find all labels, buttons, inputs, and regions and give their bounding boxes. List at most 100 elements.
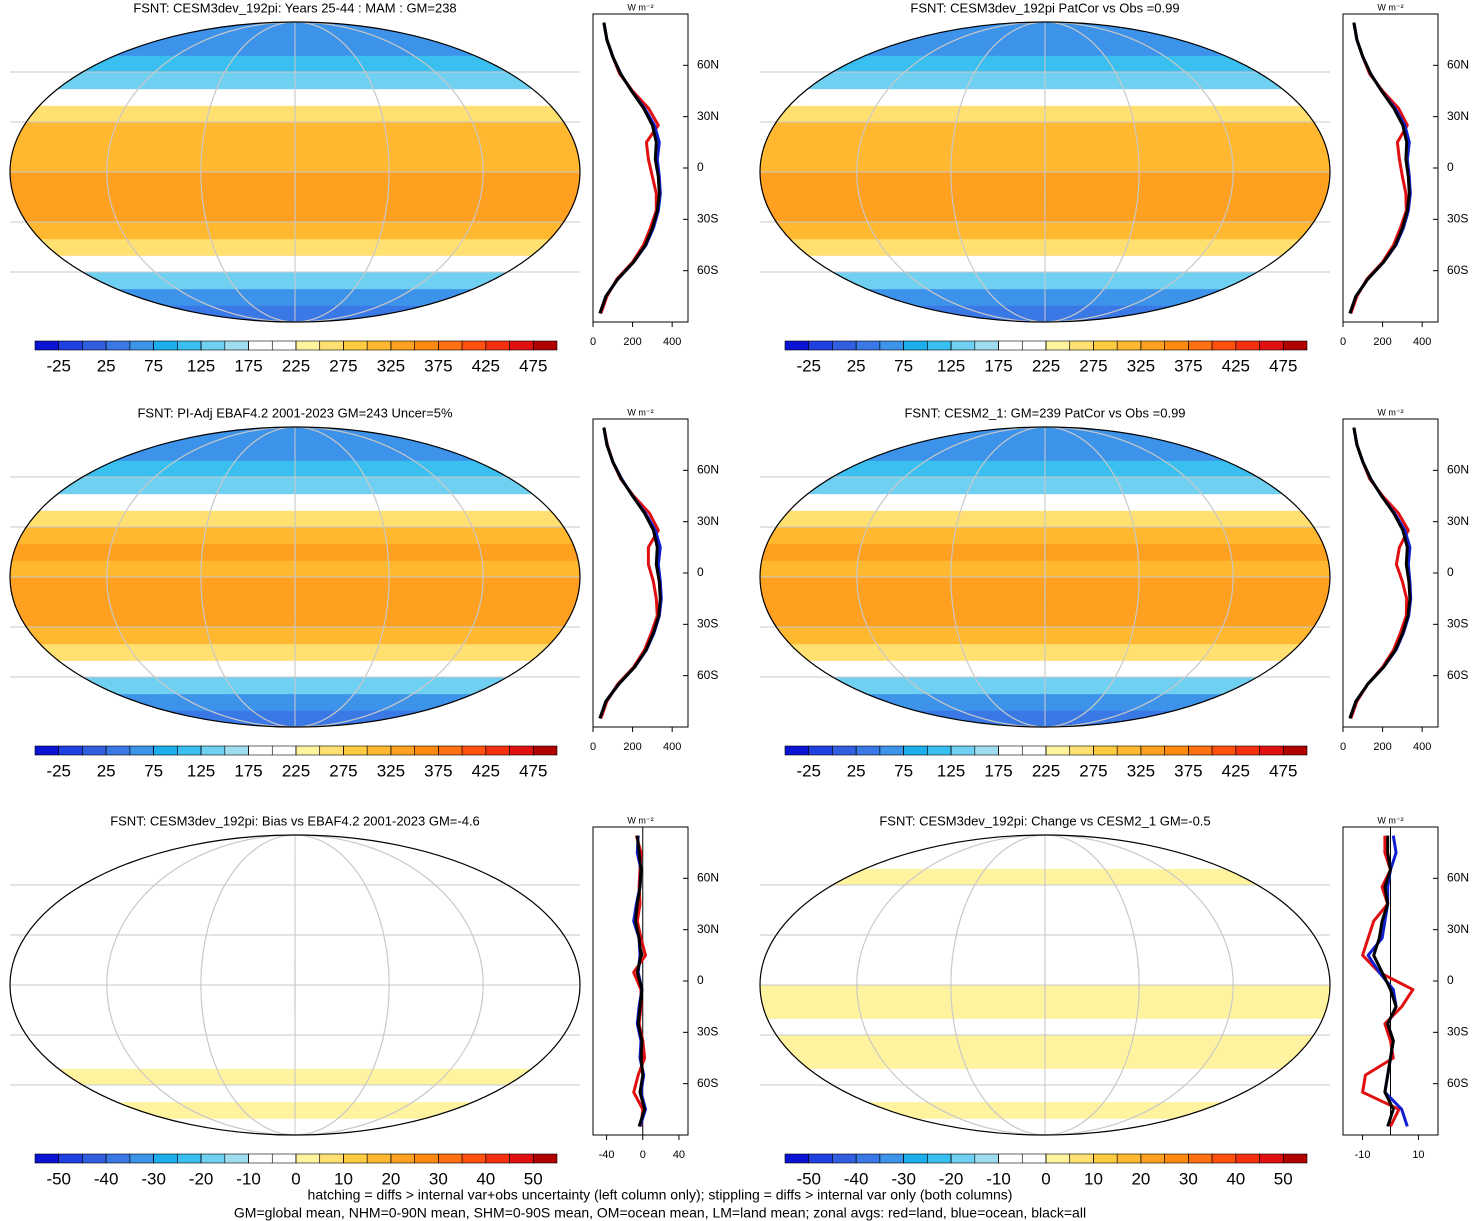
colorbar-box — [58, 745, 83, 756]
colorbar-label: 375 — [424, 356, 452, 375]
colorbar-label: 425 — [1222, 761, 1250, 780]
x-tick-label: 0 — [590, 741, 596, 753]
y-tick-label: 0 — [1447, 160, 1454, 174]
colorbar-box — [1140, 340, 1165, 351]
colorbar-box — [319, 340, 344, 351]
colorbar-box — [832, 340, 857, 351]
colorbar-box — [271, 1153, 297, 1164]
colorbar-box — [295, 1153, 321, 1164]
colorbar-box — [1259, 340, 1284, 351]
colorbar-label: 50 — [1274, 1169, 1293, 1188]
colorbar-box — [414, 745, 439, 756]
colorbar-box — [1259, 1153, 1284, 1164]
x-tick-label: 400 — [663, 741, 681, 753]
colorbar-box — [438, 340, 463, 351]
colorbar-box — [224, 745, 249, 756]
colorbar-box — [58, 340, 83, 351]
colorbar-label: 20 — [1131, 1169, 1150, 1188]
map-title: FSNT: CESM3dev_192pi: Change vs CESM2_1 … — [879, 813, 1210, 828]
colorbar-box — [998, 340, 1023, 351]
colorbar-label: 50 — [524, 1169, 543, 1188]
colorbar-box — [1093, 1153, 1118, 1164]
colorbar-box — [271, 745, 297, 756]
plot-frame — [1342, 418, 1439, 728]
zonal-line — [598, 22, 661, 314]
colorbar-box — [105, 340, 131, 351]
colorbar-box — [509, 340, 534, 351]
y-tick-label: 60S — [697, 263, 718, 277]
colorbar-box — [879, 1153, 904, 1164]
x-tick-label: 400 — [1413, 336, 1431, 348]
colorbar-box — [1211, 1153, 1237, 1164]
y-tick-label: 30S — [1447, 212, 1468, 226]
colorbar-box — [1116, 745, 1142, 756]
colorbar-box — [903, 1153, 928, 1164]
x-tick-label: 400 — [1413, 741, 1431, 753]
colorbar-label: 475 — [519, 356, 547, 375]
axis-unit: W m⁻² — [1377, 407, 1403, 417]
colorbar-label: 10 — [334, 1169, 353, 1188]
colorbar-box — [532, 1153, 558, 1164]
colorbar-box — [903, 745, 928, 756]
zonal-line — [598, 427, 662, 719]
colorbar-box — [58, 1153, 83, 1164]
colorbar-box — [832, 745, 857, 756]
colorbar-box — [1188, 340, 1213, 351]
y-tick-label: 60N — [1447, 463, 1469, 477]
colorbar-box — [903, 340, 928, 351]
colorbar-label: 125 — [187, 761, 215, 780]
y-tick-label: 60S — [697, 668, 718, 682]
colorbar-box — [1259, 745, 1284, 756]
map-title: FSNT: CESM3dev_192pi: Years 25-44 : MAM … — [133, 0, 456, 15]
y-tick-label: 60S — [1447, 263, 1468, 277]
y-tick-label: 30N — [697, 514, 719, 528]
zonal-line — [599, 22, 660, 314]
colorbar-label: -40 — [94, 1169, 119, 1188]
y-tick-label: 30N — [697, 109, 719, 123]
colorbar-box — [1069, 340, 1094, 351]
colorbar-box — [855, 745, 881, 756]
colorbar-box — [200, 745, 226, 756]
x-tick-label: 40 — [673, 1149, 685, 1161]
colorbar-label: 325 — [377, 356, 405, 375]
zonal-line — [634, 835, 647, 1127]
colorbar-box — [390, 745, 415, 756]
colorbar-box — [295, 340, 321, 351]
colorbar-label: -25 — [796, 356, 821, 375]
axis-unit: W m⁻² — [1377, 2, 1403, 12]
colorbar-label: -30 — [891, 1169, 916, 1188]
y-tick-label: 60S — [697, 1076, 718, 1090]
colorbar-label: 175 — [984, 761, 1012, 780]
colorbar-label: 375 — [1174, 356, 1202, 375]
map-border — [9, 21, 581, 323]
colorbar-box — [224, 1153, 249, 1164]
colorbar-label: 0 — [291, 1169, 300, 1188]
x-tick-label: 0 — [640, 1149, 646, 1161]
colorbar-box — [485, 1153, 510, 1164]
colorbar-label: 75 — [144, 761, 163, 780]
colorbar-box — [1188, 745, 1213, 756]
colorbar-box — [532, 745, 558, 756]
colorbar-box — [927, 1153, 952, 1164]
colorbar-box — [974, 340, 999, 351]
colorbar-label: 225 — [282, 761, 310, 780]
colorbar-box — [998, 1153, 1023, 1164]
colorbar-label: 20 — [381, 1169, 400, 1188]
colorbar-box — [248, 340, 273, 351]
colorbar-box — [271, 340, 297, 351]
colorbar-box — [879, 745, 904, 756]
map-title: FSNT: PI-Adj EBAF4.2 2001-2023 GM=243 Un… — [137, 405, 452, 420]
colorbar-box — [1235, 745, 1260, 756]
colorbar-box — [974, 1153, 999, 1164]
colorbar-box — [461, 1153, 487, 1164]
colorbar-label: -25 — [46, 761, 71, 780]
colorbar-box — [1140, 745, 1165, 756]
y-tick-label: 30S — [697, 1025, 718, 1039]
colorbar-box — [855, 1153, 881, 1164]
colorbar-box — [82, 1153, 107, 1164]
colorbar-box — [1045, 1153, 1071, 1164]
y-tick-label: 60N — [697, 58, 719, 72]
y-tick-label: 30S — [697, 617, 718, 631]
colorbar-box — [153, 340, 178, 351]
y-tick-label: 60N — [1447, 871, 1469, 885]
